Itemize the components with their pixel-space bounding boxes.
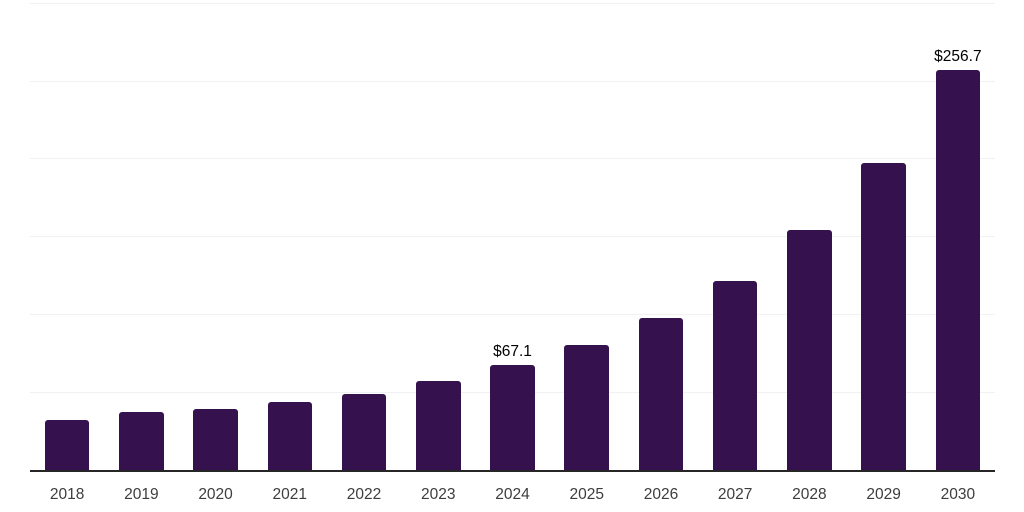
bar-2021 [267, 402, 313, 470]
bar-2029 [861, 162, 906, 470]
gridline-100 [30, 314, 995, 316]
x-tick-label-2025: 2025 [569, 486, 604, 503]
x-tick-label-2026: 2026 [643, 486, 679, 503]
x-tick-label-2019: 2019 [124, 486, 159, 503]
x-tick-label-2028: 2028 [792, 486, 827, 503]
bar-2026 [638, 317, 684, 470]
gridline-250 [30, 80, 995, 82]
x-tick-label-2027: 2027 [717, 486, 753, 503]
bar-2030 [935, 70, 981, 470]
x-tick-label-2021: 2021 [272, 486, 308, 503]
gridline-300 [30, 2, 995, 4]
bar-2024 [490, 365, 535, 470]
value-label-2030: $256.7 [934, 48, 982, 66]
bar-2018 [44, 420, 90, 470]
bar-2022 [341, 393, 387, 470]
x-tick-label-2018: 2018 [49, 486, 85, 503]
bar-2025 [564, 345, 609, 470]
x-tick-label-2022: 2022 [346, 486, 382, 503]
bar-2019 [119, 411, 164, 470]
bar-2027 [712, 280, 758, 470]
x-tick-label-2020: 2020 [198, 486, 233, 503]
value-label-2024: $67.1 [493, 343, 532, 361]
bar-2028 [787, 230, 832, 470]
x-tick-label-2023: 2023 [421, 486, 456, 503]
x-tick-label-2024: 2024 [495, 486, 530, 503]
x-axis-line [30, 470, 995, 472]
gridline-150 [30, 236, 995, 238]
x-tick-label-2029: 2029 [866, 486, 901, 503]
gridline-200 [30, 158, 995, 160]
bar-2020 [193, 408, 238, 470]
x-tick-label-2030: 2030 [940, 486, 976, 503]
bar-2023 [416, 380, 461, 470]
